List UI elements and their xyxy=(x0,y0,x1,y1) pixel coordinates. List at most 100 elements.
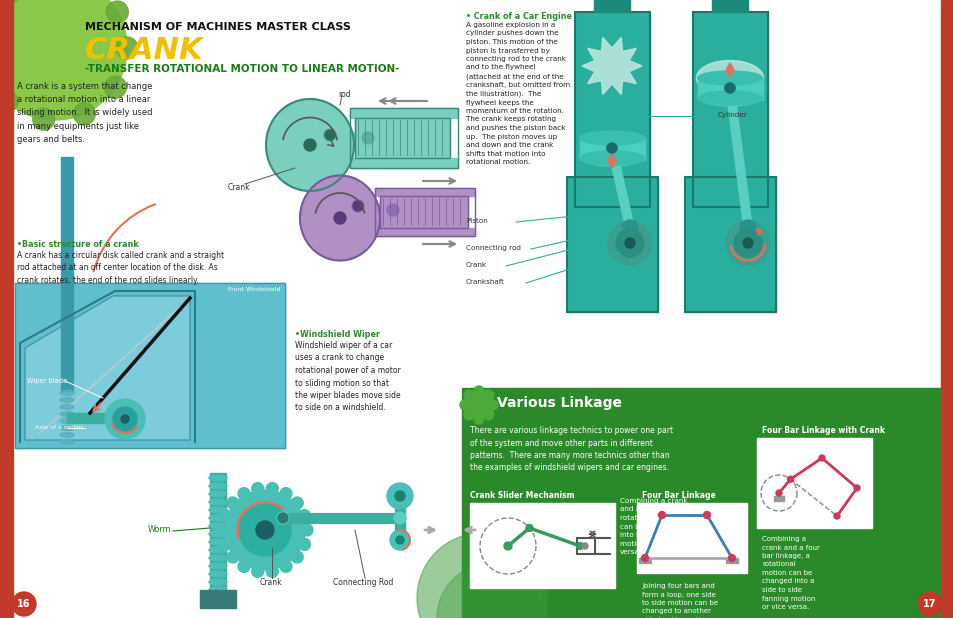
Circle shape xyxy=(702,512,710,519)
Circle shape xyxy=(621,220,638,236)
Bar xyxy=(395,493,405,548)
Circle shape xyxy=(616,229,643,257)
Circle shape xyxy=(387,483,413,509)
Circle shape xyxy=(503,542,512,550)
Text: Crank: Crank xyxy=(228,183,251,192)
Ellipse shape xyxy=(209,571,227,577)
Circle shape xyxy=(255,521,274,539)
Text: Connecting Rod: Connecting Rod xyxy=(333,578,393,587)
Circle shape xyxy=(353,201,363,211)
Bar xyxy=(461,388,940,618)
Ellipse shape xyxy=(209,579,227,585)
Circle shape xyxy=(298,510,310,522)
Text: 16: 16 xyxy=(17,599,30,609)
Bar xyxy=(566,177,658,312)
Bar xyxy=(639,558,650,563)
Circle shape xyxy=(291,551,303,563)
Bar xyxy=(350,108,457,118)
Ellipse shape xyxy=(209,475,227,481)
Circle shape xyxy=(624,238,635,248)
Ellipse shape xyxy=(60,418,74,423)
Text: Axis of a motor: Axis of a motor xyxy=(35,425,83,430)
Circle shape xyxy=(32,108,54,130)
Text: •Windshield Wiper: •Windshield Wiper xyxy=(294,330,379,339)
Ellipse shape xyxy=(578,146,644,166)
Circle shape xyxy=(227,497,238,509)
Circle shape xyxy=(724,83,734,93)
Circle shape xyxy=(298,538,310,551)
Text: Crank Slider Mechanism: Crank Slider Mechanism xyxy=(470,491,574,500)
Circle shape xyxy=(0,0,21,3)
Ellipse shape xyxy=(209,523,227,529)
Bar xyxy=(470,503,615,588)
Circle shape xyxy=(787,476,793,482)
Ellipse shape xyxy=(60,426,74,431)
Circle shape xyxy=(658,512,665,519)
Circle shape xyxy=(352,200,364,212)
Circle shape xyxy=(725,221,769,265)
Ellipse shape xyxy=(60,405,74,410)
Circle shape xyxy=(525,525,533,531)
Ellipse shape xyxy=(209,507,227,513)
Circle shape xyxy=(116,37,138,59)
Circle shape xyxy=(252,565,263,577)
Ellipse shape xyxy=(60,397,74,402)
Bar xyxy=(350,108,457,168)
Ellipse shape xyxy=(299,176,379,261)
Ellipse shape xyxy=(697,86,761,106)
Text: CRANK: CRANK xyxy=(85,36,203,65)
Text: Connecting rod: Connecting rod xyxy=(465,245,520,251)
Circle shape xyxy=(728,554,735,562)
Bar xyxy=(355,118,450,158)
Bar xyxy=(577,538,595,554)
Bar xyxy=(0,0,13,618)
Text: TUMBLING ROBOT: TUMBLING ROBOT xyxy=(944,371,949,429)
Circle shape xyxy=(607,221,651,265)
Text: Joining four bars and
form a loop, one side
to side motion can be
changed to ano: Joining four bars and form a loop, one s… xyxy=(641,583,718,618)
Bar xyxy=(379,196,468,228)
Circle shape xyxy=(266,483,278,494)
Bar xyxy=(200,590,235,608)
Ellipse shape xyxy=(60,412,74,417)
Circle shape xyxy=(219,538,232,551)
Circle shape xyxy=(276,512,289,524)
Circle shape xyxy=(581,543,587,549)
Circle shape xyxy=(277,513,288,523)
Circle shape xyxy=(301,524,313,536)
Circle shape xyxy=(304,139,315,151)
Ellipse shape xyxy=(209,555,227,561)
Circle shape xyxy=(395,536,403,544)
Circle shape xyxy=(324,129,335,141)
Circle shape xyxy=(387,204,398,216)
Circle shape xyxy=(606,143,617,153)
Circle shape xyxy=(112,407,137,431)
Circle shape xyxy=(390,530,410,550)
Circle shape xyxy=(280,561,292,572)
Bar xyxy=(61,157,73,391)
Bar xyxy=(575,12,649,207)
Circle shape xyxy=(483,390,494,400)
Circle shape xyxy=(237,488,250,499)
Ellipse shape xyxy=(697,91,761,105)
Circle shape xyxy=(225,490,305,570)
Text: Wiper blade: Wiper blade xyxy=(27,378,67,384)
Circle shape xyxy=(465,392,492,418)
Circle shape xyxy=(0,0,127,120)
Circle shape xyxy=(833,513,840,519)
Bar xyxy=(350,158,457,168)
Circle shape xyxy=(291,497,303,509)
Text: • Crank of a Car Engine: • Crank of a Car Engine xyxy=(465,12,572,21)
Bar xyxy=(692,12,767,207)
Circle shape xyxy=(733,229,761,257)
Bar xyxy=(594,0,629,12)
Ellipse shape xyxy=(696,61,762,96)
Ellipse shape xyxy=(209,587,227,593)
Circle shape xyxy=(73,103,95,125)
Text: -TRANSFER ROTATIONAL MOTION TO LINEAR MOTION-: -TRANSFER ROTATIONAL MOTION TO LINEAR MO… xyxy=(85,64,399,74)
Text: MECHANISM OF MACHINES MASTER CLASS: MECHANISM OF MACHINES MASTER CLASS xyxy=(85,22,351,32)
Circle shape xyxy=(740,220,755,236)
Circle shape xyxy=(775,490,781,496)
Text: A gasoline explosion in a
cylinder pushes down the
piston. This motion of the
pi: A gasoline explosion in a cylinder pushe… xyxy=(465,22,570,165)
Text: Crankshaft: Crankshaft xyxy=(465,279,504,285)
Text: Combining a
crank and a four
bar linkage, a
rotational
motion can be
changed int: Combining a crank and a four bar linkage… xyxy=(761,536,819,610)
